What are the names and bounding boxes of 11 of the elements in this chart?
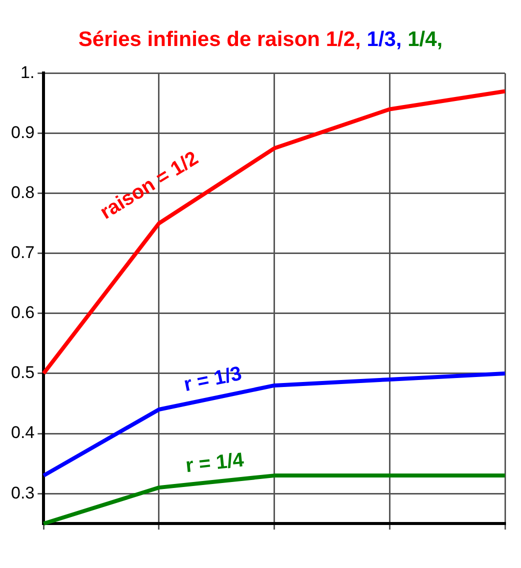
- y-tick-label: 0.9: [10, 122, 35, 142]
- y-tick-label: 0.8: [10, 182, 35, 202]
- y-tick-label: 0.4: [10, 423, 35, 442]
- text: r = 1/4: [184, 449, 245, 478]
- y-tick-label: 0.5: [10, 363, 35, 382]
- y-tick-label: 0.6: [10, 303, 35, 322]
- y-tick-label: 0.3: [10, 483, 35, 502]
- y-tick-label: 0.7: [10, 243, 35, 262]
- chart-title: Séries infinies de raison 1/2, 1/3, 1/4,: [78, 28, 443, 51]
- text: r = 1/3: [182, 362, 244, 396]
- y-tick-label: 1.: [20, 62, 35, 82]
